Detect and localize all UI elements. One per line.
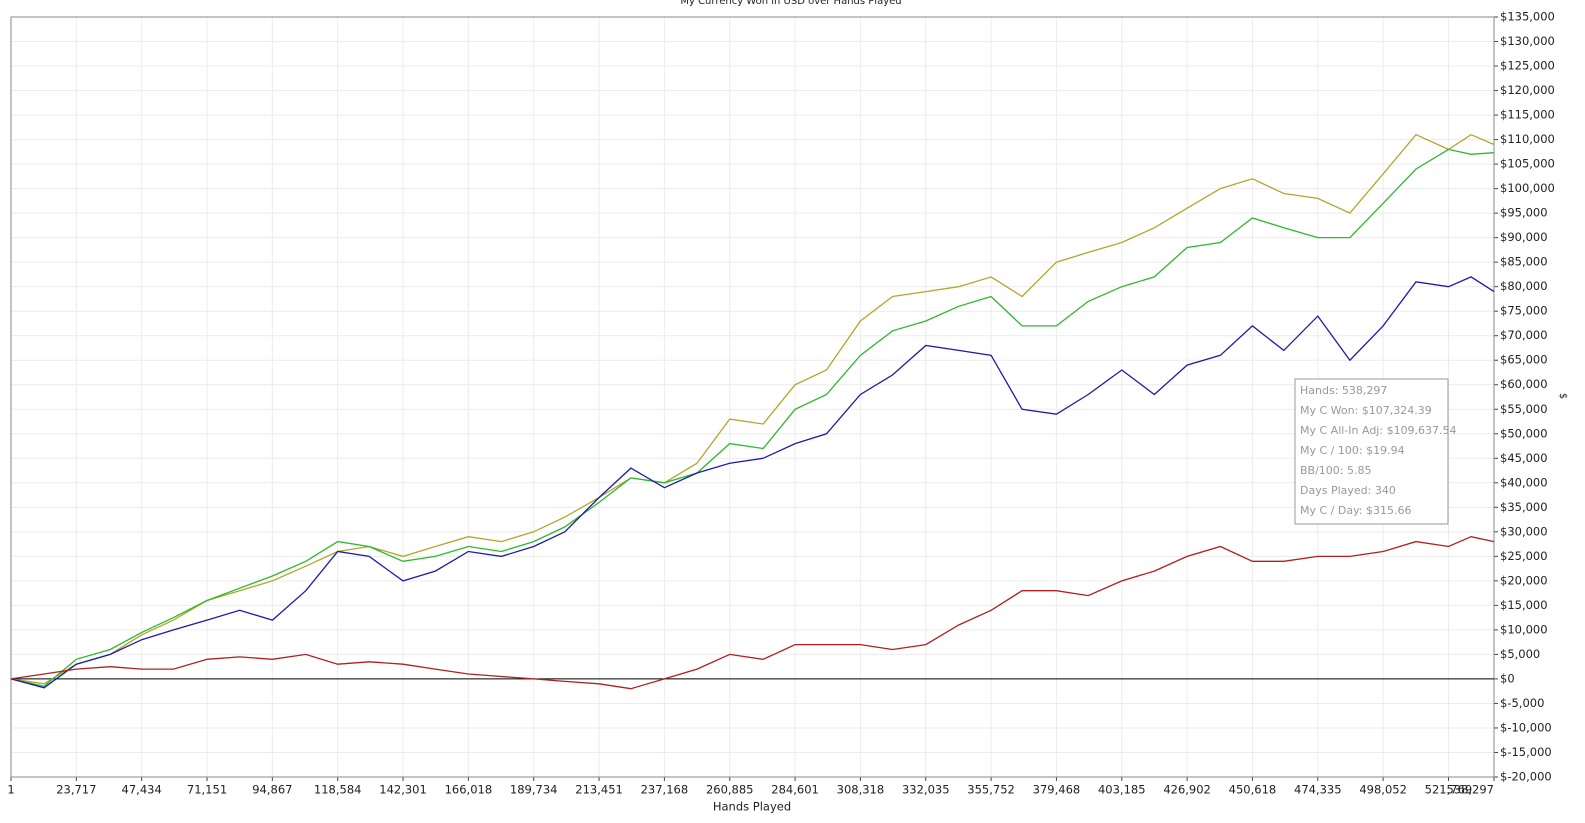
y-tick-label: $130,000 xyxy=(1500,34,1555,48)
x-tick-label: 332,035 xyxy=(902,783,950,797)
series-line xyxy=(10,133,1495,685)
y-tick-label: $40,000 xyxy=(1500,475,1548,489)
y-tick-label: $60,000 xyxy=(1500,377,1548,391)
y-tick-label: $10,000 xyxy=(1500,622,1548,636)
plot-area xyxy=(11,17,1494,777)
x-tick-label: 47,434 xyxy=(122,783,162,797)
tooltip-text: My C Won: $107,324.39 xyxy=(1300,404,1432,417)
x-tick-label: 166,018 xyxy=(445,783,493,797)
x-tick-label: 213,451 xyxy=(575,783,623,797)
tooltip-text: My C / 100: $19.94 xyxy=(1300,444,1405,457)
x-tick-label: 284,601 xyxy=(771,783,819,797)
y-tick-label: $50,000 xyxy=(1500,426,1548,440)
y-tick-label: $45,000 xyxy=(1500,451,1548,465)
y-tick-label: $-20,000 xyxy=(1500,770,1552,784)
x-axis-label: Hands Played xyxy=(713,800,791,814)
y-tick-label: $15,000 xyxy=(1500,598,1548,612)
x-tick-label: 1 xyxy=(7,783,14,797)
x-tick-label: 237,168 xyxy=(641,783,689,797)
y-tick-label: $55,000 xyxy=(1500,402,1548,416)
tooltip-box xyxy=(1294,378,1449,525)
y-tick-label: $5,000 xyxy=(1500,647,1540,661)
y-tick-label: $65,000 xyxy=(1500,353,1548,367)
y-tick-label: $20,000 xyxy=(1500,573,1548,587)
y-tick-label: $85,000 xyxy=(1500,255,1548,269)
y-tick-label: $100,000 xyxy=(1500,181,1555,195)
x-tick-label: 23,717 xyxy=(56,783,96,797)
y-tick-label: $110,000 xyxy=(1500,132,1555,146)
y-tick-label: $125,000 xyxy=(1500,59,1555,73)
x-tick-label: 142,301 xyxy=(379,783,427,797)
y-tick-label: $80,000 xyxy=(1500,279,1548,293)
x-tick-label: 474,335 xyxy=(1294,783,1342,797)
y-tick-label: $90,000 xyxy=(1500,230,1548,244)
x-tick-label: 71,151 xyxy=(187,783,227,797)
y-tick-label: $-5,000 xyxy=(1500,696,1544,710)
x-tick-label: 450,618 xyxy=(1229,783,1277,797)
y-axis-label: $ xyxy=(1557,393,1568,399)
y-tick-label: $95,000 xyxy=(1500,206,1548,220)
x-tick-label: 118,584 xyxy=(314,783,362,797)
y-tick-label: $75,000 xyxy=(1500,304,1548,318)
chart-title: My Currency Won in USD over Hands Played xyxy=(680,0,901,7)
y-tick-label: $25,000 xyxy=(1500,549,1548,563)
x-tick-label: 189,734 xyxy=(510,783,558,797)
tooltip-text: Hands: 538,297 xyxy=(1300,384,1387,397)
x-tick-label: 498,052 xyxy=(1359,783,1407,797)
series-line xyxy=(10,536,1495,690)
y-tick-label: $-10,000 xyxy=(1500,720,1552,734)
x-tick-label: 426,902 xyxy=(1163,783,1211,797)
x-tick-label: 521,769 xyxy=(1425,783,1473,797)
y-tick-label: $30,000 xyxy=(1500,524,1548,538)
y-tick-label: $35,000 xyxy=(1500,500,1548,514)
x-tick-label: 260,885 xyxy=(706,783,754,797)
y-tick-label: $-15,000 xyxy=(1500,745,1552,759)
plot-border xyxy=(10,16,1495,778)
tooltip-text: BB/100: 5.85 xyxy=(1300,464,1372,477)
series-line xyxy=(10,276,1495,689)
tooltip-text: My C All-In Adj: $109,637.54 xyxy=(1300,424,1457,437)
x-tick-label: 379,468 xyxy=(1033,783,1081,797)
y-tick-label: $115,000 xyxy=(1500,108,1555,122)
y-tick-label: $105,000 xyxy=(1500,157,1555,171)
x-tick-label: 308,318 xyxy=(837,783,885,797)
x-tick-label: 94,867 xyxy=(252,783,292,797)
x-tick-label: 355,752 xyxy=(967,783,1015,797)
y-tick-label: $120,000 xyxy=(1500,83,1555,97)
tooltip-text: Days Played: 340 xyxy=(1300,484,1396,497)
tooltip-text: My C / Day: $315.66 xyxy=(1300,504,1412,517)
series-line xyxy=(10,148,1495,688)
y-tick-label: $135,000 xyxy=(1500,10,1555,24)
x-tick-label: 538,297 xyxy=(1446,783,1494,797)
y-tick-label: $70,000 xyxy=(1500,328,1548,342)
y-tick-label: $0 xyxy=(1500,671,1515,685)
x-tick-label: 403,185 xyxy=(1098,783,1146,797)
